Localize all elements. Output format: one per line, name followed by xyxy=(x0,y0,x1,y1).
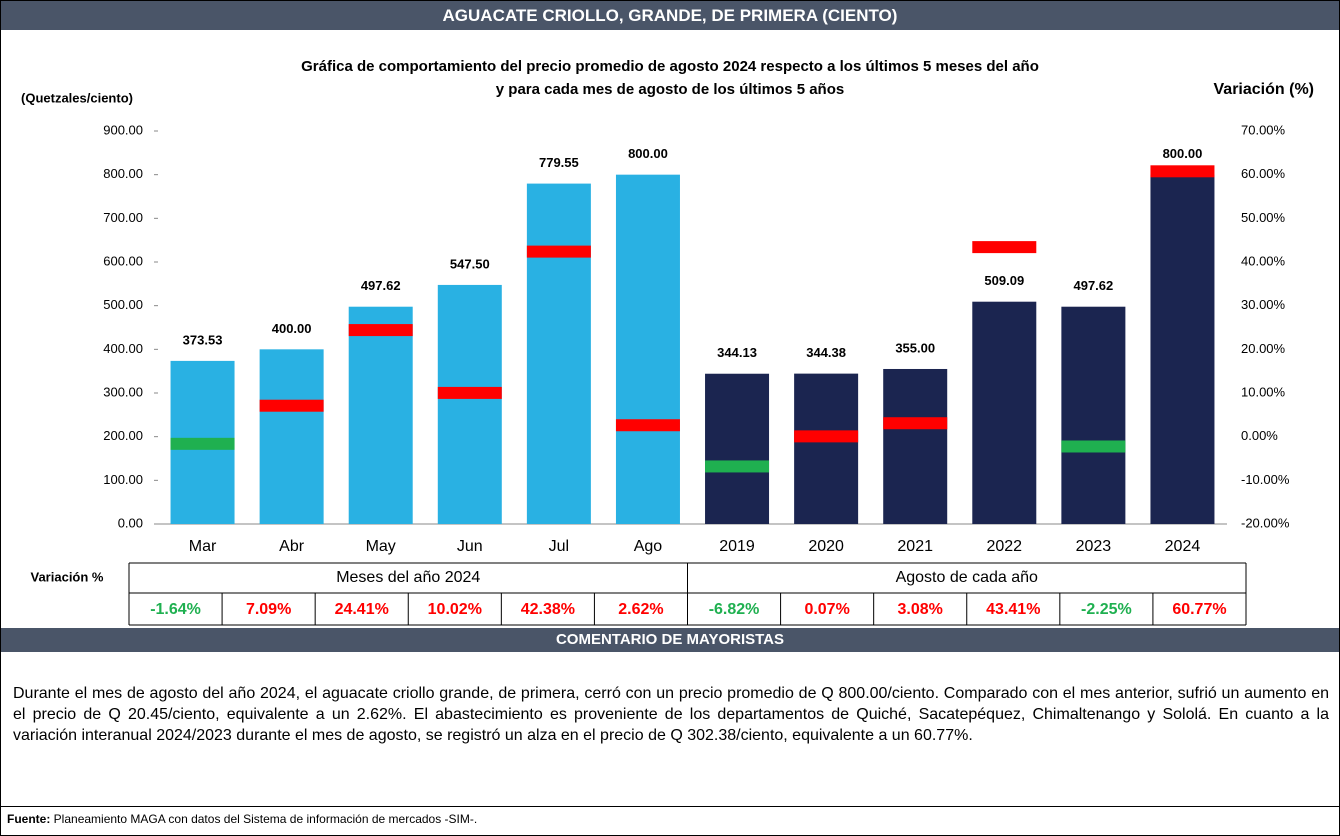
y-tick-label: 200.00 xyxy=(103,428,143,443)
y2-axis-label: Variación (%) xyxy=(1214,81,1314,98)
chart-title: Gráfica de comportamiento del precio pro… xyxy=(301,58,1039,75)
data-label: 344.13 xyxy=(717,345,757,360)
source-text: Planeamiento MAGA con datos del Sistema … xyxy=(50,812,478,826)
data-label: 779.55 xyxy=(539,155,579,170)
variation-label: 7.09% xyxy=(246,601,291,618)
variation-marker xyxy=(348,324,413,337)
x-tick-label: 2024 xyxy=(1165,538,1201,555)
y-tick-label: 600.00 xyxy=(103,253,143,268)
variation-label: 43.41% xyxy=(986,601,1040,618)
variation-marker xyxy=(259,399,324,412)
y2-tick-label: 0.00% xyxy=(1241,428,1278,443)
x-tick-label: 2019 xyxy=(719,538,755,555)
bar xyxy=(259,349,324,524)
bar xyxy=(883,368,948,524)
variation-marker xyxy=(1061,440,1126,453)
x-tick-label: 2023 xyxy=(1076,538,1112,555)
group-label: Agosto de cada año xyxy=(896,569,1038,586)
variation-marker xyxy=(615,419,680,432)
variation-marker xyxy=(705,460,770,473)
variation-label: 60.77% xyxy=(1172,601,1226,618)
y2-tick-label: 60.00% xyxy=(1241,166,1286,181)
group-label: Meses del año 2024 xyxy=(336,569,480,586)
y2-tick-label: -10.00% xyxy=(1241,472,1290,487)
y-tick-label: 300.00 xyxy=(103,384,143,399)
table-label: Variación % xyxy=(31,569,104,584)
bar xyxy=(348,306,413,524)
comment-title: COMENTARIO DE MAYORISTAS xyxy=(1,628,1339,652)
bar xyxy=(794,373,859,524)
source-label: Fuente: xyxy=(7,812,51,826)
bar xyxy=(615,174,680,524)
variation-label: 24.41% xyxy=(335,601,389,618)
x-tick-label: May xyxy=(366,538,396,555)
x-tick-label: 2020 xyxy=(808,538,844,555)
y-tick-label: 800.00 xyxy=(103,166,143,181)
y-axis-label: (Quetzales/ciento) xyxy=(21,90,133,105)
bar xyxy=(705,373,770,524)
variation-label: 0.07% xyxy=(804,601,849,618)
data-label: 547.50 xyxy=(450,256,490,271)
y2-tick-label: 70.00% xyxy=(1241,122,1286,137)
variation-marker xyxy=(794,430,859,443)
data-label: 400.00 xyxy=(272,321,312,336)
data-label: 344.38 xyxy=(806,345,846,360)
y-tick-label: 900.00 xyxy=(103,122,143,137)
bar xyxy=(1150,174,1215,524)
x-tick-label: Abr xyxy=(279,538,305,555)
y2-tick-label: 30.00% xyxy=(1241,297,1286,312)
y2-tick-label: -20.00% xyxy=(1241,515,1290,530)
variation-label: 10.02% xyxy=(428,601,482,618)
y2-tick-label: 40.00% xyxy=(1241,253,1286,268)
y-tick-label: 0.00 xyxy=(118,515,143,530)
x-tick-label: Jul xyxy=(549,538,569,555)
bar xyxy=(1061,306,1126,524)
y-tick-label: 400.00 xyxy=(103,341,143,356)
variation-marker xyxy=(526,245,591,258)
chart: Gráfica de comportamiento del precio pro… xyxy=(21,58,1314,626)
data-label: 800.00 xyxy=(628,146,668,161)
data-label: 509.09 xyxy=(984,273,1024,288)
y2-tick-label: 10.00% xyxy=(1241,384,1286,399)
data-label: 373.53 xyxy=(183,332,223,347)
x-tick-label: 2021 xyxy=(897,538,933,555)
data-label: 800.00 xyxy=(1163,146,1203,161)
chart-title: y para cada mes de agosto de los últimos… xyxy=(496,81,844,98)
bar xyxy=(972,301,1037,524)
y-tick-label: 700.00 xyxy=(103,210,143,225)
variation-label: 2.62% xyxy=(618,601,663,618)
variation-label: -1.64% xyxy=(150,601,201,618)
comment-text: Durante el mes de agosto del año 2024, e… xyxy=(13,685,1329,744)
x-tick-label: 2022 xyxy=(986,538,1022,555)
variation-label: -2.25% xyxy=(1081,601,1132,618)
data-label: 355.00 xyxy=(895,340,935,355)
y2-tick-label: 50.00% xyxy=(1241,210,1286,225)
variation-marker xyxy=(883,417,948,430)
y-tick-label: 500.00 xyxy=(103,297,143,312)
variation-label: -6.82% xyxy=(709,601,760,618)
header-title: AGUACATE CRIOLLO, GRANDE, DE PRIMERA (CI… xyxy=(1,1,1339,30)
x-tick-label: Ago xyxy=(634,538,663,555)
bar xyxy=(526,183,591,524)
data-label: 497.62 xyxy=(1073,278,1113,293)
variation-label: 42.38% xyxy=(521,601,575,618)
x-tick-label: Jun xyxy=(457,538,483,555)
variation-marker xyxy=(437,386,502,399)
variation-label: 3.08% xyxy=(898,601,943,618)
variation-marker xyxy=(972,241,1037,254)
bar xyxy=(437,284,502,524)
data-label: 497.62 xyxy=(361,278,401,293)
variation-marker xyxy=(170,437,235,450)
variation-marker xyxy=(1150,165,1215,178)
y2-tick-label: 20.00% xyxy=(1241,341,1286,356)
x-tick-label: Mar xyxy=(189,538,217,555)
source: Fuente: Planeamiento MAGA con datos del … xyxy=(1,806,1339,831)
y-tick-label: 100.00 xyxy=(103,472,143,487)
